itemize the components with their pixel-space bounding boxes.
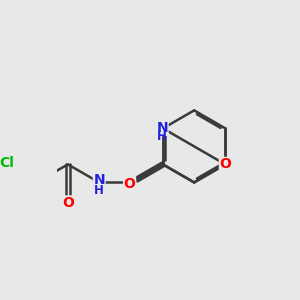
Text: O: O xyxy=(219,158,231,171)
Text: H: H xyxy=(157,130,167,143)
Text: Cl: Cl xyxy=(0,156,14,170)
Text: N: N xyxy=(93,173,105,187)
Text: O: O xyxy=(62,196,74,210)
Text: H: H xyxy=(94,184,104,197)
Text: O: O xyxy=(124,177,136,191)
Text: N: N xyxy=(156,122,168,135)
